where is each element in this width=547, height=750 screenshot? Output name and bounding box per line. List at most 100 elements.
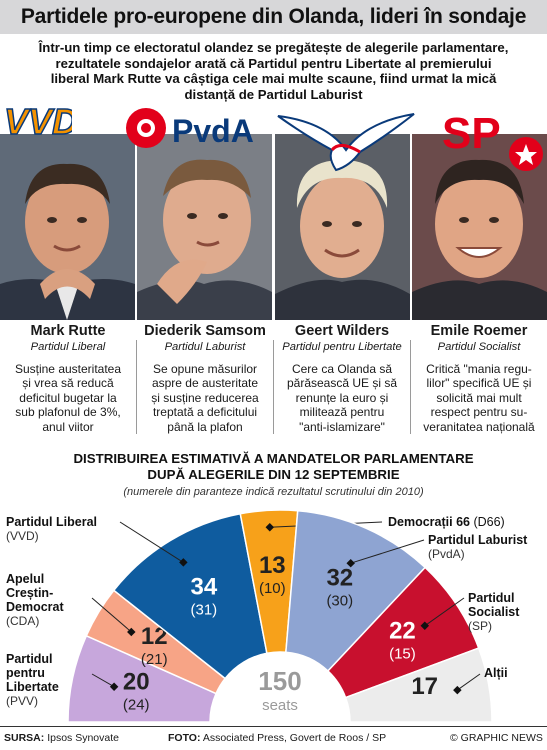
desc-line: și susține reducerea bbox=[151, 390, 259, 405]
lede-line: distanță de Partidul Laburist bbox=[184, 86, 363, 102]
portrait-mark-rutte bbox=[0, 134, 135, 320]
party-label: Creștin- bbox=[6, 586, 53, 600]
seat-distribution-chart: 20(24)PartidulpentruLibertate(PVV)12(21)… bbox=[6, 509, 528, 723]
desc-line: deficitul bugetar la bbox=[19, 390, 117, 405]
leader-name: Diederik Samsom bbox=[144, 323, 266, 339]
previous-seat-label: (15) bbox=[389, 646, 416, 663]
party-label: Partidul Laburist bbox=[428, 533, 528, 547]
leader-line bbox=[424, 597, 465, 627]
desc-line: Susține austeritatea bbox=[14, 362, 122, 376]
total-seats-label: seats bbox=[262, 697, 298, 714]
leader-dot bbox=[127, 627, 136, 637]
total-seats-value: 150 bbox=[258, 666, 301, 696]
leader-party: Partidul Socialist bbox=[437, 341, 521, 353]
party-label: Partidul bbox=[468, 591, 515, 605]
pvv-dove-logo bbox=[276, 110, 416, 174]
leader-dot bbox=[109, 682, 119, 691]
desc-line: Cere ca Olanda să bbox=[291, 362, 393, 376]
lede-line: rezultatele sondajelor arată că Partidul… bbox=[55, 55, 492, 71]
desc-line: "anti-islamizare" bbox=[299, 419, 385, 434]
leader-line bbox=[91, 597, 132, 633]
party-label: Socialist bbox=[468, 605, 520, 619]
seat-value-label: 13 bbox=[259, 552, 286, 579]
party-abbreviation: (SP) bbox=[468, 619, 492, 633]
party-label: Alții bbox=[484, 666, 508, 680]
chart-title-line: DISTRIBUIREA ESTIMATIVĂ A MANDATELOR PAR… bbox=[73, 451, 474, 466]
portrait-diederik-samsom bbox=[137, 134, 272, 320]
desc-line: până la plafon bbox=[167, 419, 243, 434]
leader-line bbox=[91, 673, 115, 688]
leader-description: Susține austeritatea și vrea să reducă d… bbox=[0, 362, 136, 434]
leader-photos: VVD PvdA SP bbox=[0, 100, 547, 320]
lede: Într-un timp ce electoratul olandez se p… bbox=[14, 40, 533, 102]
desc-line: veranitatea națională bbox=[423, 419, 535, 434]
party-abbreviation: (VVD) bbox=[6, 529, 39, 543]
leader-description: Critică "mania regu- lilor" specifică UE… bbox=[411, 362, 547, 434]
lede-line: Într-un timp ce electoratul olandez se p… bbox=[38, 40, 509, 55]
party-label: Partidul bbox=[6, 652, 53, 666]
source-value: Ipsos Synovate bbox=[47, 732, 119, 744]
photo-credit: FOTO: Associated Press, Govert de Roos /… bbox=[168, 732, 386, 744]
source-credit: SURSA: Ipsos Synovate bbox=[4, 732, 119, 744]
svg-text:SP: SP bbox=[442, 109, 501, 158]
desc-line: renunțe la euro și bbox=[295, 390, 389, 405]
leader-name: Emile Roemer bbox=[430, 323, 528, 339]
photo-value: Associated Press, Govert de Roos / SP bbox=[202, 732, 387, 744]
party-abbreviation: (PvdA) bbox=[428, 547, 465, 561]
seat-value-label: 20 bbox=[123, 668, 150, 695]
footer: SURSA: Ipsos Synovate FOTO: Associated P… bbox=[0, 726, 547, 750]
previous-seat-label: (10) bbox=[259, 580, 286, 597]
seat-value-label: 22 bbox=[389, 618, 416, 645]
leader-description: Cere ca Olanda să părăsească UE și să re… bbox=[274, 362, 410, 434]
leader-name: Geert Wilders bbox=[294, 323, 390, 339]
desc-line: respect pentru su- bbox=[430, 405, 528, 420]
party-abbreviation: (D66) bbox=[470, 515, 505, 529]
party-label: Apelul bbox=[6, 572, 44, 586]
leader-line bbox=[350, 539, 425, 564]
desc-line: aspre de austeritate bbox=[151, 376, 259, 391]
copyright-credit: © GRAPHIC NEWS bbox=[450, 732, 543, 744]
previous-seat-label: (30) bbox=[326, 593, 353, 610]
leader-dot bbox=[453, 685, 462, 695]
seat-segment bbox=[112, 512, 268, 680]
party-label: Democrat bbox=[6, 600, 64, 614]
desc-line: militează pentru bbox=[299, 405, 385, 420]
leader-dot bbox=[179, 558, 188, 567]
leader-dot bbox=[420, 621, 430, 631]
chart-title-line: DUPĂ ALEGERILE DIN 12 SEPTEMBRIE bbox=[147, 467, 400, 482]
desc-line: lilor" specifică UE și bbox=[426, 376, 532, 391]
sp-logo: SP bbox=[440, 106, 545, 176]
seat-value-label: 17 bbox=[411, 673, 438, 700]
previous-seat-label: (21) bbox=[141, 651, 168, 668]
vvd-logo: VVD bbox=[2, 100, 79, 174]
leader-party: Partidul Laburist bbox=[164, 341, 246, 353]
source-label: SURSA: bbox=[4, 732, 45, 744]
leader-party: Partidul pentru Libertate bbox=[282, 341, 402, 353]
portrait-geert-wilders bbox=[275, 134, 410, 320]
desc-line: și vrea să reducă bbox=[22, 376, 114, 391]
title-bar: Partidele pro-europene din Olanda, lider… bbox=[0, 0, 547, 34]
previous-seat-label: (24) bbox=[123, 696, 150, 713]
party-abbreviation: (PVV) bbox=[6, 694, 38, 708]
leader-name: Mark Rutte bbox=[30, 323, 106, 339]
party-label: Partidul Liberal bbox=[6, 515, 97, 529]
party-label: Democrații 66 (D66) bbox=[388, 515, 505, 529]
previous-seat-label: (31) bbox=[191, 601, 218, 618]
desc-line: anul viitor bbox=[42, 419, 94, 434]
svg-text:VVD: VVD bbox=[4, 104, 72, 142]
desc-line: Se opune măsurilor bbox=[152, 362, 258, 376]
pvda-logo: PvdA bbox=[122, 106, 282, 150]
leader-line bbox=[119, 521, 184, 563]
leader-line bbox=[457, 673, 481, 691]
desc-line: Critică "mania regu- bbox=[426, 362, 532, 376]
leader-description: Se opune măsurilor aspre de austeritate … bbox=[137, 362, 273, 434]
column-divider bbox=[273, 340, 274, 434]
desc-line: sub plafonul de 3%, bbox=[15, 405, 121, 420]
seat-value-label: 34 bbox=[190, 573, 217, 600]
chart-note: (numerele din paranteze indică rezultatu… bbox=[123, 486, 424, 498]
desc-line: solicită mai mult bbox=[436, 390, 522, 405]
column-divider bbox=[136, 340, 137, 434]
desc-line: părăsească UE și să bbox=[286, 376, 398, 391]
leader-dot bbox=[346, 558, 355, 568]
column-divider bbox=[410, 340, 411, 434]
